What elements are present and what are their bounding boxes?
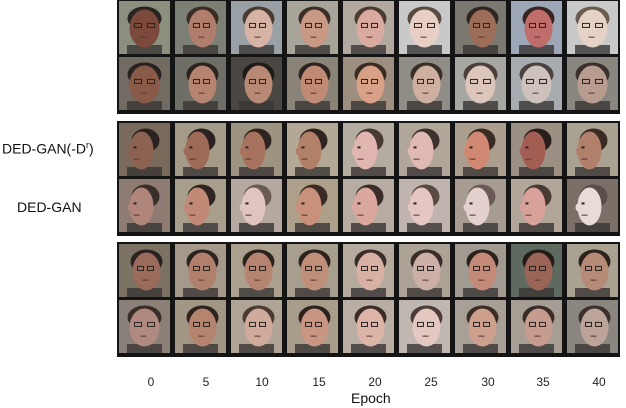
face-thumbnail: [399, 123, 450, 176]
face-thumbnail: [567, 57, 618, 110]
face-thumbnail: [455, 300, 506, 353]
face-thumbnail: [399, 57, 450, 110]
face-thumbnail: [119, 1, 170, 54]
x-tick-label: 35: [536, 375, 550, 389]
face-thumbnail: [567, 123, 618, 176]
face-thumbnail: [455, 244, 506, 297]
face-thumbnail: [399, 244, 450, 297]
face-thumbnail: [455, 179, 506, 232]
face-thumbnail: [119, 179, 170, 232]
bottom-group: [117, 242, 620, 357]
face-thumbnail: [455, 57, 506, 110]
face-thumbnail: [343, 244, 394, 297]
face-thumbnail: [175, 244, 226, 297]
face-thumbnail: [231, 1, 282, 54]
face-thumbnail: [287, 300, 338, 353]
face-thumbnail: [567, 300, 618, 353]
face-thumbnail: [287, 1, 338, 54]
face-thumbnail: [119, 300, 170, 353]
face-thumbnail: [175, 179, 226, 232]
face-thumbnail: [343, 57, 394, 110]
top-group: [117, 0, 620, 114]
face-thumbnail: [399, 300, 450, 353]
x-tick-label: 0: [147, 375, 155, 389]
face-thumbnail: [567, 244, 618, 297]
face-thumbnail: [175, 57, 226, 110]
x-tick-label: 20: [368, 375, 382, 389]
face-thumbnail: [119, 123, 170, 176]
ded-gan-minus-group: [117, 121, 620, 236]
face-thumbnail: [511, 1, 562, 54]
face-thumbnail: [511, 179, 562, 232]
face-thumbnail: [343, 300, 394, 353]
row-label-ded-gan-minus-dr: DED-GAN(-Dr): [2, 140, 94, 157]
face-thumbnail: [455, 123, 506, 176]
row-label-ded-gan-minus-text: DED-GAN(-D: [2, 140, 86, 157]
face-thumbnail: [231, 244, 282, 297]
face-thumbnail: [511, 244, 562, 297]
face-thumbnail: [287, 179, 338, 232]
face-thumbnail: [287, 123, 338, 176]
face-thumbnail: [399, 1, 450, 54]
face-thumbnail: [511, 300, 562, 353]
row-label-ded-gan-minus-close: ): [89, 140, 94, 157]
x-tick-label: 10: [255, 375, 269, 389]
row-label-ded-gan: DED-GAN: [17, 199, 82, 215]
x-axis-label: Epoch: [351, 390, 391, 406]
face-thumbnail: [231, 123, 282, 176]
face-thumbnail: [231, 179, 282, 232]
face-thumbnail: [567, 179, 618, 232]
row-label-ded-gan-minus-superscript: r: [86, 140, 89, 150]
face-thumbnail: [567, 1, 618, 54]
x-tick-label: 30: [481, 375, 495, 389]
x-tick-label: 40: [592, 375, 606, 389]
face-thumbnail: [343, 179, 394, 232]
face-thumbnail: [511, 57, 562, 110]
face-thumbnail: [119, 57, 170, 110]
face-thumbnail: [175, 1, 226, 54]
face-thumbnail: [175, 123, 226, 176]
face-thumbnail: [343, 1, 394, 54]
face-thumbnail: [175, 300, 226, 353]
face-thumbnail: [399, 179, 450, 232]
face-thumbnail: [455, 1, 506, 54]
face-thumbnail: [119, 244, 170, 297]
face-thumbnail: [231, 57, 282, 110]
face-thumbnail: [287, 244, 338, 297]
x-tick-label: 25: [424, 375, 438, 389]
x-tick-label: 15: [312, 375, 326, 389]
x-tick-label: 5: [202, 375, 210, 389]
face-thumbnail: [511, 123, 562, 176]
face-thumbnail: [287, 57, 338, 110]
face-thumbnail: [231, 300, 282, 353]
face-thumbnail: [343, 123, 394, 176]
